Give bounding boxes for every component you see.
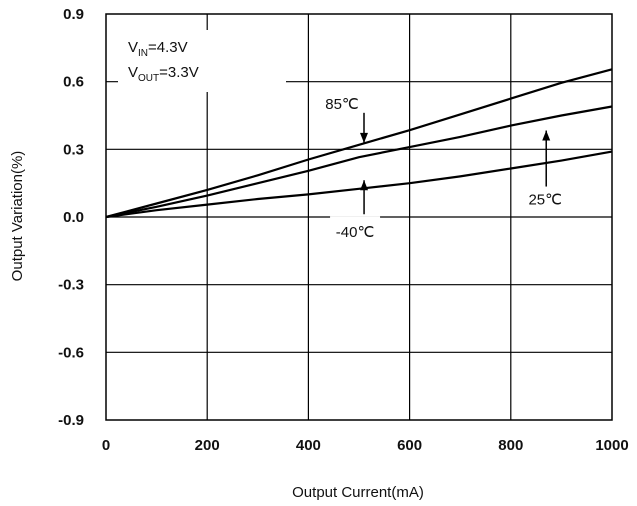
annotation-label: -40℃ — [336, 224, 375, 241]
y-tick-label: -0.9 — [58, 412, 84, 429]
annotation-arrowhead — [360, 132, 368, 143]
y-tick-label: 0.6 — [63, 74, 84, 91]
annotation-label-bg — [330, 216, 381, 243]
series-lines — [105, 68, 613, 219]
annotation-label: 85℃ — [325, 96, 359, 113]
operating-conditions: VIN=4.3V VOUT=3.3V — [118, 30, 286, 92]
y-tick-label: 0.0 — [63, 209, 84, 226]
x-axis-title: Output Current(mA) — [292, 484, 424, 501]
series-line — [105, 68, 613, 219]
annotation-label-bg — [520, 188, 571, 211]
x-tick-label: 0 — [102, 437, 110, 454]
y-axis-title: Output Variation(%) — [9, 151, 26, 282]
x-tick-label: 800 — [498, 437, 523, 454]
vin-condition: VIN=4.3V — [128, 39, 188, 59]
x-tick-label: 600 — [397, 437, 422, 454]
annotation-arrowhead — [360, 180, 369, 191]
y-tick-label: -0.3 — [58, 277, 84, 294]
y-tick-label: 0.3 — [63, 141, 84, 158]
plot-frame — [105, 13, 613, 421]
x-tick-labels: 0 200 400 600 800 1000 — [102, 437, 629, 454]
series-line — [105, 105, 613, 219]
annotation-label: 25℃ — [528, 192, 562, 209]
annotation-arrowhead — [542, 130, 551, 141]
y-tick-labels: 0.9 0.6 0.3 0.0 -0.3 -0.6 -0.9 — [58, 6, 84, 429]
x-tick-label: 400 — [296, 437, 321, 454]
x-tick-label: 200 — [195, 437, 220, 454]
y-tick-label: -0.6 — [58, 344, 84, 361]
y-tick-label: 0.9 — [63, 6, 84, 23]
x-tick-label: 1000 — [595, 437, 628, 454]
series-line — [105, 150, 613, 219]
annotation-label-bg — [316, 91, 368, 114]
vout-condition: VOUT=3.3V — [128, 64, 199, 84]
series-annotations: 85℃ 25℃ -40℃ — [316, 91, 571, 243]
